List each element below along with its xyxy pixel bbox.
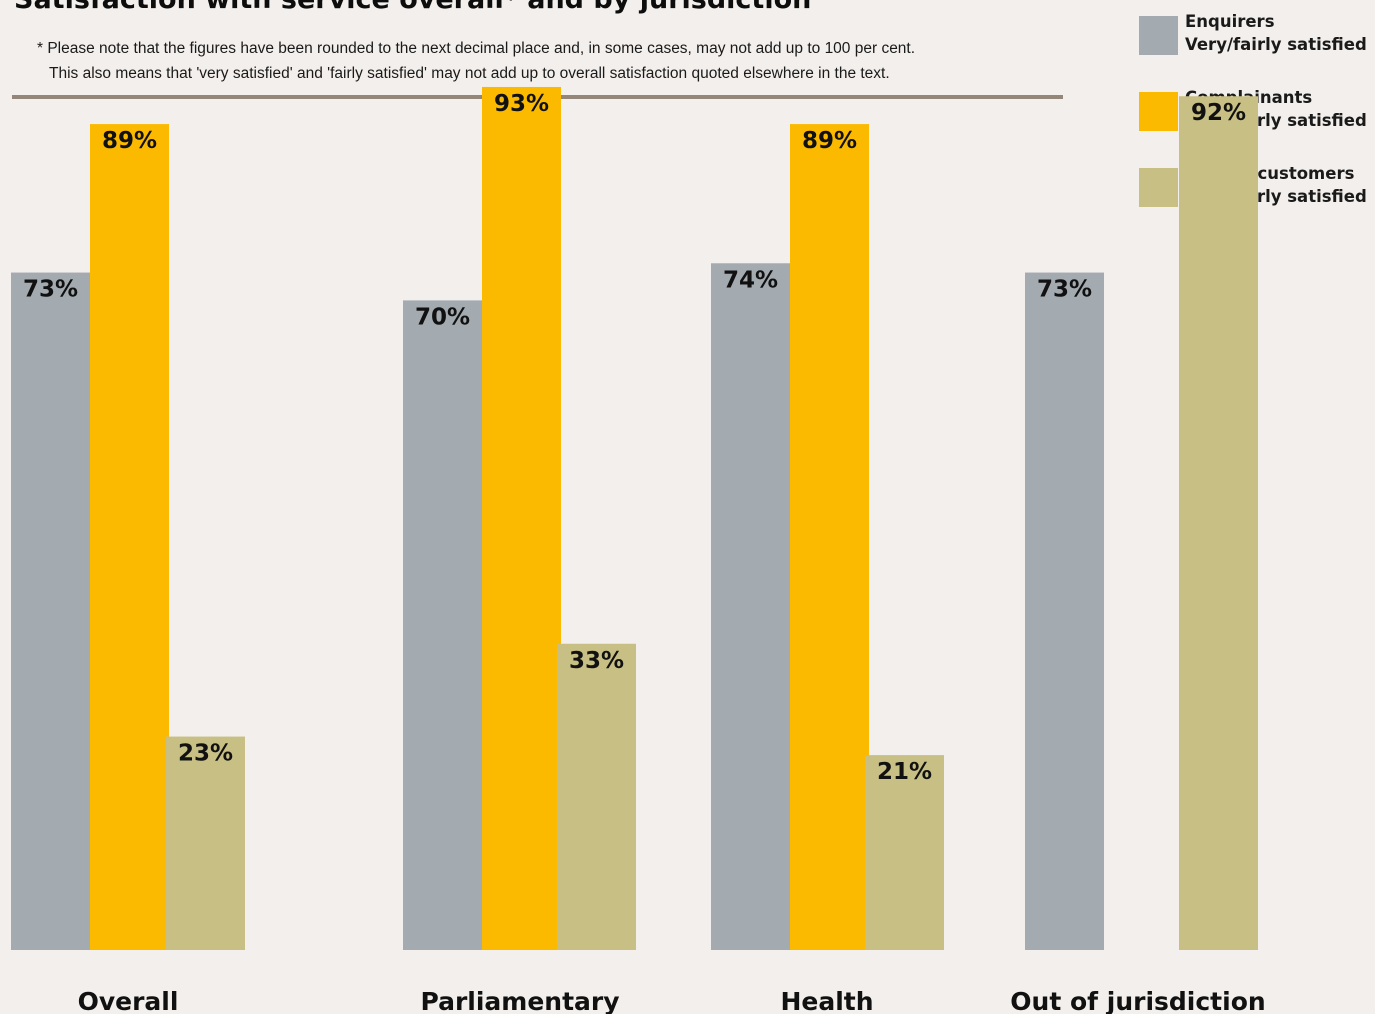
bar-review-parliamentary: [557, 643, 636, 950]
bar-complainants-overall: [90, 124, 169, 950]
bar-review-overall: [166, 736, 245, 950]
chart-footnote: * Please note that the figures have been…: [37, 36, 1127, 86]
bar-label-complainants-overall: 89%: [102, 128, 157, 154]
legend-label-enquirers-line2: Very/fairly satisfied: [1185, 35, 1367, 54]
bar-label-enquirers-health: 74%: [723, 267, 778, 293]
footnote-line-2: This also means that 'very satisfied' an…: [49, 65, 890, 82]
legend-item-enquirers: Enquirers Very/fairly satisfied: [1139, 10, 1375, 86]
chart-title: Satisfaction with service overall* and b…: [14, 0, 811, 15]
bar-label-enquirers-out: 73%: [1037, 277, 1092, 303]
bar-label-complainants-parliamentary: 93%: [494, 91, 549, 117]
bar-label-enquirers-overall: 73%: [23, 277, 78, 303]
bar-enquirers-overall: [11, 272, 90, 950]
legend-swatch-enquirers: [1139, 16, 1178, 55]
bar-label-review-out: 92%: [1191, 100, 1246, 126]
bar-complainants-health: [790, 124, 869, 950]
bar-enquirers-out: [1025, 272, 1104, 950]
bar-label-complainants-health: 89%: [802, 128, 857, 154]
legend-label-enquirers: Enquirers Very/fairly satisfied: [1185, 10, 1367, 56]
category-label-overall: Overall: [78, 987, 179, 1014]
legend-swatch-review-customers: [1139, 168, 1178, 207]
bar-review-health: [865, 755, 944, 950]
bar-label-review-parliamentary: 33%: [569, 648, 624, 674]
bar-review-out: [1179, 96, 1258, 951]
category-label-parliamentary: Parliamentary: [420, 987, 619, 1014]
bar-enquirers-health: [711, 263, 790, 950]
bar-label-enquirers-parliamentary: 70%: [415, 304, 470, 330]
category-label-out: Out of jurisdiction: [1010, 987, 1265, 1014]
legend-label-enquirers-line1: Enquirers: [1185, 12, 1275, 31]
bar-label-review-overall: 23%: [178, 741, 233, 767]
footnote-line-1: * Please note that the figures have been…: [37, 40, 916, 57]
bar-enquirers-parliamentary: [403, 300, 482, 950]
bar-complainants-parliamentary: [482, 86, 561, 950]
category-label-health: Health: [780, 987, 873, 1014]
bar-label-review-health: 21%: [877, 759, 932, 785]
legend-swatch-complainants: [1139, 92, 1178, 131]
